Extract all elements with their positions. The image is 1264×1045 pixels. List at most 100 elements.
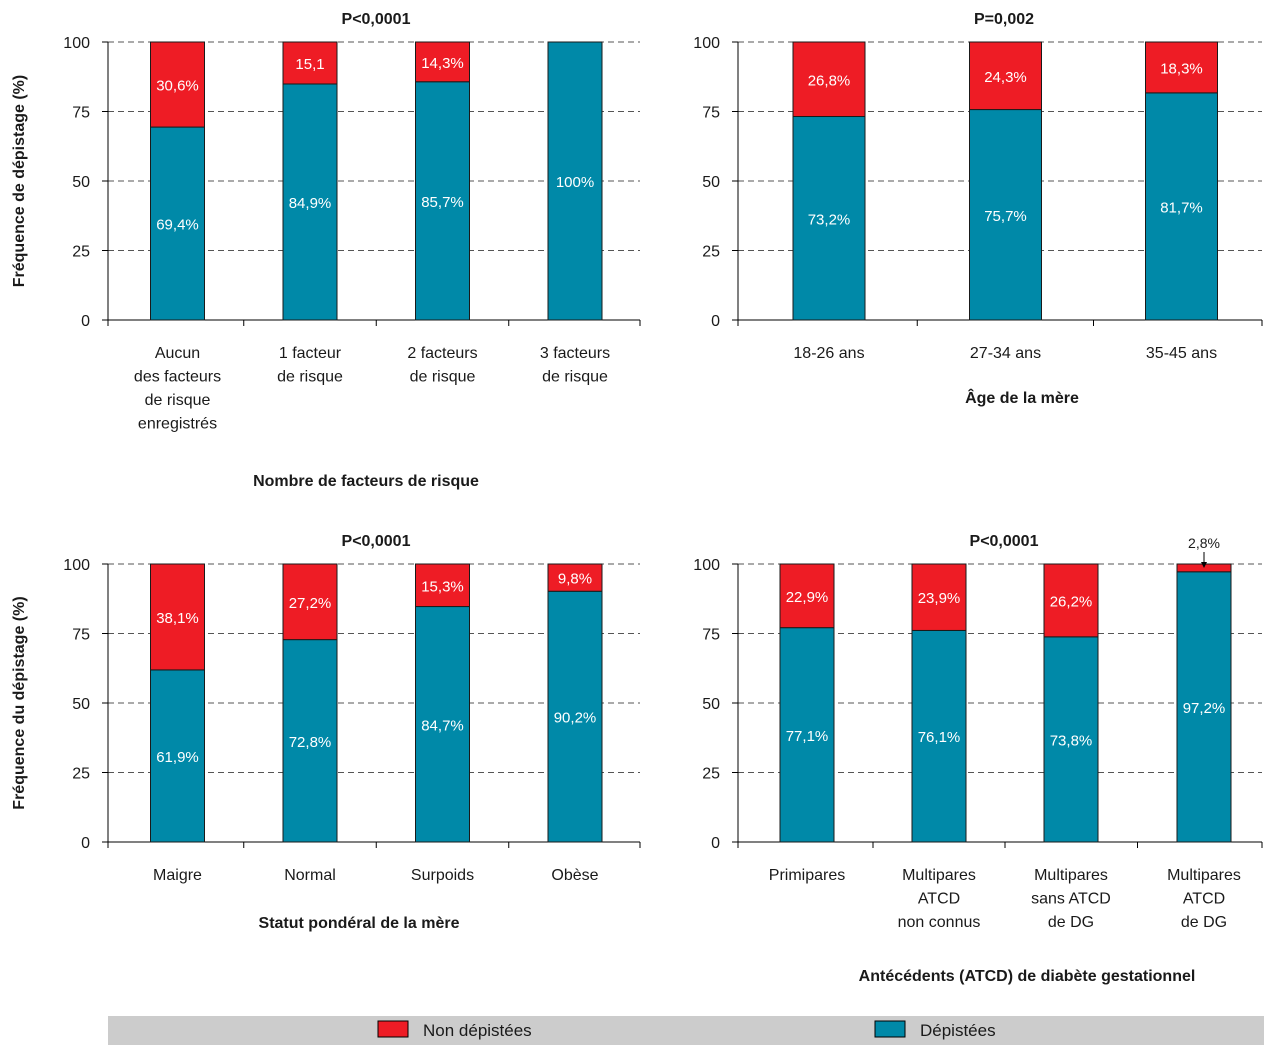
y-axis-label: Fréquence du dépistage (%) [11, 596, 28, 809]
chart-panel-1: 0 25 50 75 100 69,4% 30,6% Aucun des facteurs de … [11, 11, 641, 490]
y-tick-label: 75 [702, 105, 720, 122]
chart-title: P<0,0001 [970, 533, 1039, 550]
data-label-non-depistees: 30,6% [156, 78, 199, 95]
x-category-label: Multipares ATCD de DG [1167, 867, 1241, 931]
data-label-non-depistees: 2,8% [1188, 535, 1220, 551]
data-label-non-depistees: 18,3% [1160, 60, 1203, 77]
bar-non-depistees [969, 41, 1042, 111]
chart-title: P<0,0001 [342, 533, 411, 550]
bar-depistees [1176, 571, 1232, 843]
x-category-label: 2 facteurs de risque [407, 345, 477, 386]
x-category-label: 27-34 ans [970, 345, 1041, 362]
x-category-label-line: Normal [284, 867, 336, 884]
data-label-non-depistees: 14,3% [421, 55, 464, 72]
y-tick-label: 75 [72, 627, 90, 644]
y-tick-label: 100 [63, 35, 90, 52]
data-label-depistees: 61,9% [156, 749, 199, 766]
legend-swatch-depistees [874, 1020, 906, 1038]
bar-non-depistees [792, 41, 866, 118]
x-category-label-line: Multipares [1034, 867, 1108, 884]
y-tick-label: 100 [693, 557, 720, 574]
y-tick-label: 50 [72, 174, 90, 191]
x-category-label: Aucun des facteurs de risque enregistrés [134, 345, 221, 433]
x-category-label-line: des facteurs [134, 369, 221, 386]
chart-panel-4: 0 25 50 75 100 77,1% 22,9% Primipares 76,1% 23,9%… [693, 533, 1263, 985]
y-tick-label: 100 [693, 35, 720, 52]
bar-depistees [969, 109, 1042, 321]
y-tick-label: 50 [702, 174, 720, 191]
bar-depistees [282, 639, 338, 843]
bar-depistees [1145, 92, 1218, 321]
data-label-non-depistees: 23,9% [918, 590, 961, 607]
x-axis-label: Antécédents (ATCD) de diabète gestationn… [859, 968, 1196, 985]
x-category-label-line: 27-34 ans [970, 345, 1041, 362]
data-label-depistees: 84,9% [289, 195, 332, 212]
y-axis-label: Fréquence de dépistage (%) [11, 75, 28, 288]
x-category-label-line: de risque [542, 369, 608, 386]
data-label-non-depistees: 38,1% [156, 610, 199, 627]
legend: Non dépistées Dépistées [108, 1016, 1264, 1045]
bar-depistees [547, 590, 603, 843]
x-category-label: 35-45 ans [1146, 345, 1217, 362]
bar-non-depistees [150, 41, 205, 128]
bar-non-depistees [911, 563, 967, 631]
y-tick-label: 0 [81, 835, 90, 852]
data-label-non-depistees: 15,3% [421, 578, 464, 595]
chart-title: P=0,002 [974, 11, 1034, 28]
y-tick-label: 25 [702, 244, 720, 261]
x-category-label: 3 facteurs de risque [540, 345, 610, 386]
x-axis-label: Statut pondéral de la mère [259, 915, 460, 932]
data-label-depistees: 73,8% [1050, 732, 1093, 749]
bar-depistees [150, 126, 205, 321]
bar-depistees [150, 669, 205, 843]
bar-non-depistees [1145, 41, 1218, 94]
x-category-label-line: enregistrés [138, 416, 217, 433]
x-category-label-line: Multipares [902, 867, 976, 884]
data-label-depistees: 100% [556, 174, 594, 191]
y-tick-label: 25 [72, 766, 90, 783]
x-category-label-line: Maigre [153, 867, 202, 884]
x-category-label-line: de risque [277, 369, 343, 386]
y-tick-label: 25 [72, 244, 90, 261]
data-label-depistees: 76,1% [918, 729, 961, 746]
x-category-label: Surpoids [411, 867, 474, 884]
x-category-label-line: 18-26 ans [793, 345, 864, 362]
bar-non-depistees [282, 41, 338, 85]
bar-non-depistees [150, 563, 205, 671]
bar-depistees [1043, 636, 1099, 843]
x-category-label-line: de DG [1048, 914, 1094, 931]
data-label-depistees: 90,2% [554, 710, 597, 727]
bar-depistees [415, 81, 470, 321]
bar-depistees [547, 41, 603, 321]
bar-non-depistees [1043, 563, 1099, 638]
x-category-label: Multipares sans ATCD de DG [1031, 867, 1111, 931]
label-leader-arrow [1201, 562, 1207, 568]
x-category-label: 1 facteur de risque [277, 345, 343, 386]
chart-panel-3: 0 25 50 75 100 61,9% 38,1% Maigre 72,8% 27,2% Norm… [11, 533, 641, 932]
legend-swatch-non-depistees [377, 1020, 409, 1038]
bar-depistees [779, 627, 835, 843]
y-tick-label: 75 [72, 105, 90, 122]
x-category-label-line: de DG [1181, 914, 1227, 931]
x-category-label-line: Primipares [769, 867, 845, 884]
x-category-label-line: Aucun [155, 345, 200, 362]
x-category-label: Normal [284, 867, 336, 884]
data-label-non-depistees: 26,8% [808, 72, 851, 89]
bar-non-depistees [415, 563, 470, 608]
data-label-depistees: 73,2% [808, 211, 851, 228]
bar-depistees [792, 116, 866, 321]
x-category-label: 18-26 ans [793, 345, 864, 362]
x-category-label-line: Obèse [551, 867, 598, 884]
x-category-label-line: ATCD [918, 891, 960, 908]
data-label-depistees: 97,2% [1183, 700, 1226, 717]
x-category-label-line: 1 facteur [279, 345, 342, 362]
y-tick-label: 50 [72, 696, 90, 713]
x-category-label: Obèse [551, 867, 598, 884]
chart-title: P<0,0001 [342, 11, 411, 28]
y-tick-label: 0 [81, 313, 90, 330]
data-label-depistees: 77,1% [786, 728, 829, 745]
y-tick-label: 50 [702, 696, 720, 713]
data-label-depistees: 69,4% [156, 217, 199, 234]
bar-non-depistees [282, 563, 338, 641]
